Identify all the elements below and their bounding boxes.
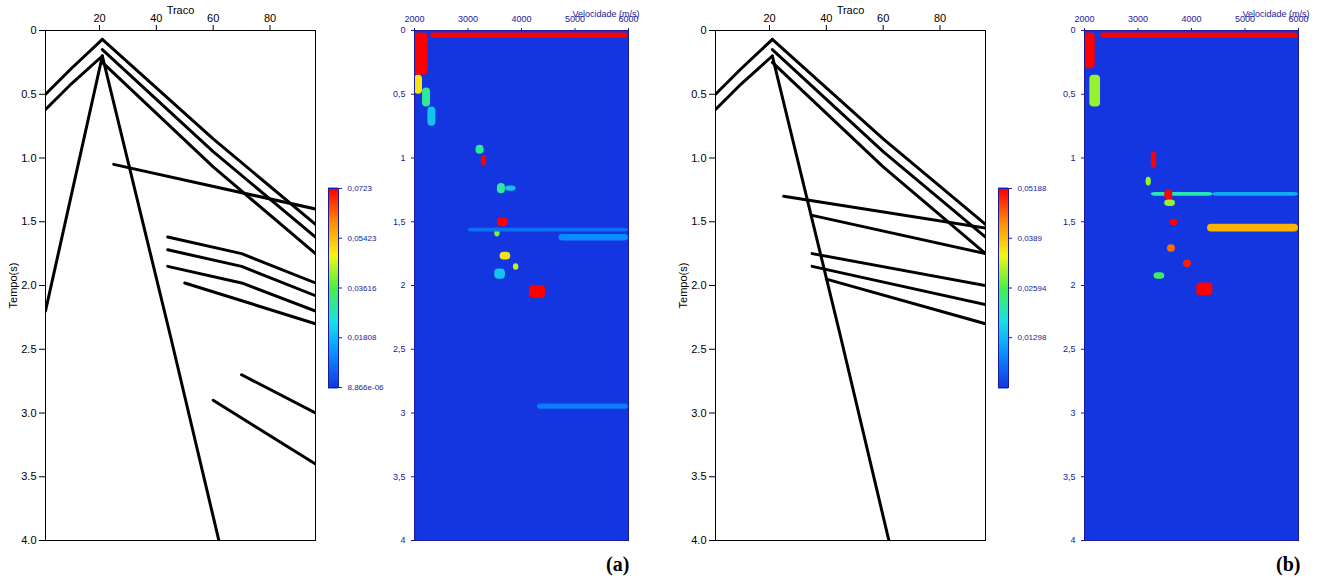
svg-text:3: 3 <box>1070 408 1075 418</box>
svg-text:3,5: 3,5 <box>1063 472 1076 482</box>
svg-text:4: 4 <box>400 535 405 545</box>
svg-text:0,03616: 0,03616 <box>348 284 377 293</box>
svg-text:1: 1 <box>1070 153 1075 163</box>
svg-text:1: 1 <box>400 153 405 163</box>
svg-text:4000: 4000 <box>511 14 531 24</box>
svg-text:1,5: 1,5 <box>1063 217 1076 227</box>
svg-text:2000: 2000 <box>404 14 424 24</box>
svg-text:2: 2 <box>400 280 405 290</box>
svg-text:3000: 3000 <box>458 14 478 24</box>
svg-text:4.0: 4.0 <box>691 534 706 546</box>
svg-text:2.5: 2.5 <box>691 343 706 355</box>
svg-text:0: 0 <box>1070 25 1075 35</box>
svg-text:0,0723: 0,0723 <box>348 184 373 193</box>
svg-text:0: 0 <box>700 24 706 36</box>
svg-text:2.5: 2.5 <box>21 343 36 355</box>
svg-text:3.5: 3.5 <box>21 470 36 482</box>
svg-text:8,866e-06: 8,866e-06 <box>348 383 385 392</box>
svg-text:0,01808: 0,01808 <box>348 333 377 342</box>
svg-text:0,0389: 0,0389 <box>1018 234 1043 243</box>
svg-text:0.5: 0.5 <box>691 88 706 100</box>
svg-text:2: 2 <box>1070 280 1075 290</box>
svg-text:Tempo(s): Tempo(s) <box>677 263 689 309</box>
svg-text:20: 20 <box>93 12 105 24</box>
html-text:(b): (b) <box>1276 553 1301 575</box>
svg-text:0,05188: 0,05188 <box>1018 184 1047 193</box>
svg-text:3000: 3000 <box>1128 14 1148 24</box>
svg-text:1.5: 1.5 <box>21 215 36 227</box>
svg-text:4000: 4000 <box>1181 14 1201 24</box>
html-text:(a): (a) <box>606 553 630 575</box>
svg-text:1.5: 1.5 <box>691 215 706 227</box>
svg-text:4.0: 4.0 <box>21 534 36 546</box>
svg-text:3: 3 <box>400 408 405 418</box>
svg-text:2,5: 2,5 <box>393 344 406 354</box>
svg-text:2000: 2000 <box>1074 14 1094 24</box>
svg-text:80: 80 <box>264 12 276 24</box>
svg-text:Velocidade (m/s): Velocidade (m/s) <box>572 9 639 19</box>
svg-text:0.5: 0.5 <box>21 88 36 100</box>
svg-text:0,05423: 0,05423 <box>348 234 377 243</box>
svg-text:40: 40 <box>150 12 162 24</box>
svg-text:2.0: 2.0 <box>691 279 706 291</box>
svg-text:Traco: Traco <box>167 4 195 16</box>
svg-text:1.0: 1.0 <box>691 152 706 164</box>
svg-text:Traco: Traco <box>837 4 865 16</box>
svg-text:1,5: 1,5 <box>393 217 406 227</box>
svg-text:3,5: 3,5 <box>393 472 406 482</box>
svg-text:0: 0 <box>400 25 405 35</box>
svg-text:60: 60 <box>207 12 219 24</box>
svg-text:0,02594: 0,02594 <box>1018 284 1047 293</box>
svg-text:3.5: 3.5 <box>691 470 706 482</box>
svg-text:Velocidade (m/s): Velocidade (m/s) <box>1242 9 1309 19</box>
svg-text:2.0: 2.0 <box>21 279 36 291</box>
svg-text:3.0: 3.0 <box>21 407 36 419</box>
svg-text:20: 20 <box>763 12 775 24</box>
svg-text:40: 40 <box>820 12 832 24</box>
svg-text:Tempo(s): Tempo(s) <box>7 263 19 309</box>
svg-text:0,01298: 0,01298 <box>1018 333 1047 342</box>
svg-text:0,5: 0,5 <box>393 89 406 99</box>
svg-text:2,5: 2,5 <box>1063 344 1076 354</box>
svg-text:0: 0 <box>30 24 36 36</box>
svg-text:3.0: 3.0 <box>691 407 706 419</box>
svg-text:80: 80 <box>934 12 946 24</box>
svg-text:0,5: 0,5 <box>1063 89 1076 99</box>
svg-text:1.0: 1.0 <box>21 152 36 164</box>
svg-text:60: 60 <box>877 12 889 24</box>
svg-text:4: 4 <box>1070 535 1075 545</box>
